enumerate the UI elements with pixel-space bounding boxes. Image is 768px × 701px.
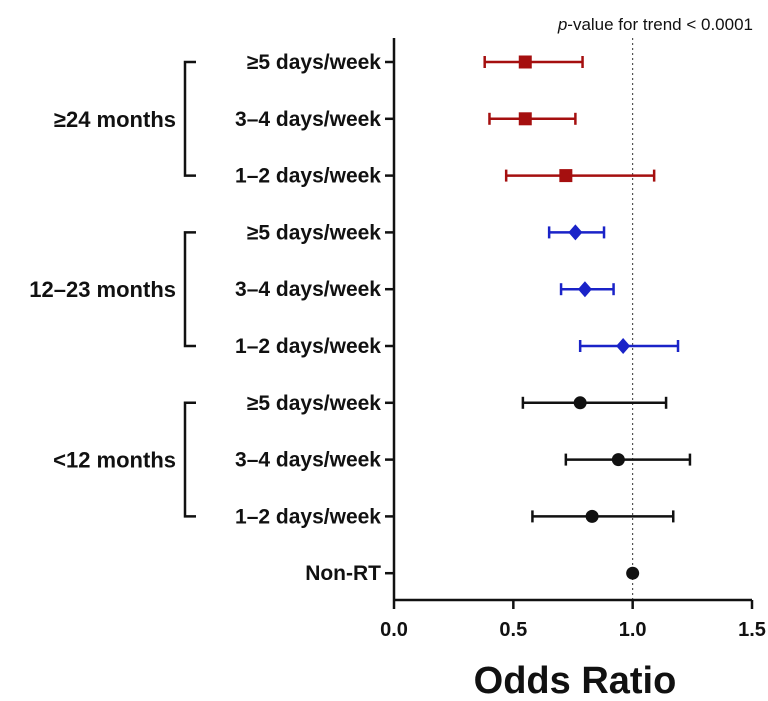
group-bracket [183,231,196,348]
odds-ratio-point [573,396,587,410]
axes-layer: 0.0 0.5 1.0 1.5 ≥5 days/week 3–4 days/week 1–2… [235,38,766,641]
odds-ratio-point [611,453,625,467]
data-marks-layer [483,55,692,580]
odds-ratio-point [626,566,640,580]
row-label: ≥5 days/week [247,221,381,244]
odds-ratio-point [568,224,583,241]
odds-ratio-point [577,281,592,298]
odds-ratio-point [616,338,631,354]
row-label: 3–4 days/week [235,449,381,472]
group-brackets-layer: ≥24 months 12–23 months <12 months [29,60,196,518]
row-label: 1–2 days/week [235,335,381,358]
x-tick-label: 1.5 [738,619,766,641]
odds-ratio-point [518,55,532,69]
odds-ratio-point [559,169,573,183]
group-label: ≥24 months [54,107,176,132]
odds-ratio-point [585,509,599,523]
x-axis-title: Odds Ratio [474,660,677,701]
row-label: ≥5 days/week [247,392,381,415]
row-label: 1–2 days/week [235,165,381,188]
row-label: 3–4 days/week [235,278,381,301]
row-label: 1–2 days/week [235,505,381,528]
group-bracket [183,60,196,177]
trend-p-value-annotation: p-value for trend < 0.0001 [557,15,753,34]
x-tick-label: 0.0 [380,619,408,641]
x-tick-label: 0.5 [499,619,527,641]
group-bracket [183,401,196,518]
row-label: 3–4 days/week [235,108,381,131]
group-label: <12 months [53,448,176,473]
row-label: ≥5 days/week [247,51,381,74]
group-label: 12–23 months [29,277,176,302]
odds-ratio-point [518,112,532,126]
x-tick-label: 1.0 [619,619,647,641]
row-label: Non-RT [305,562,381,585]
